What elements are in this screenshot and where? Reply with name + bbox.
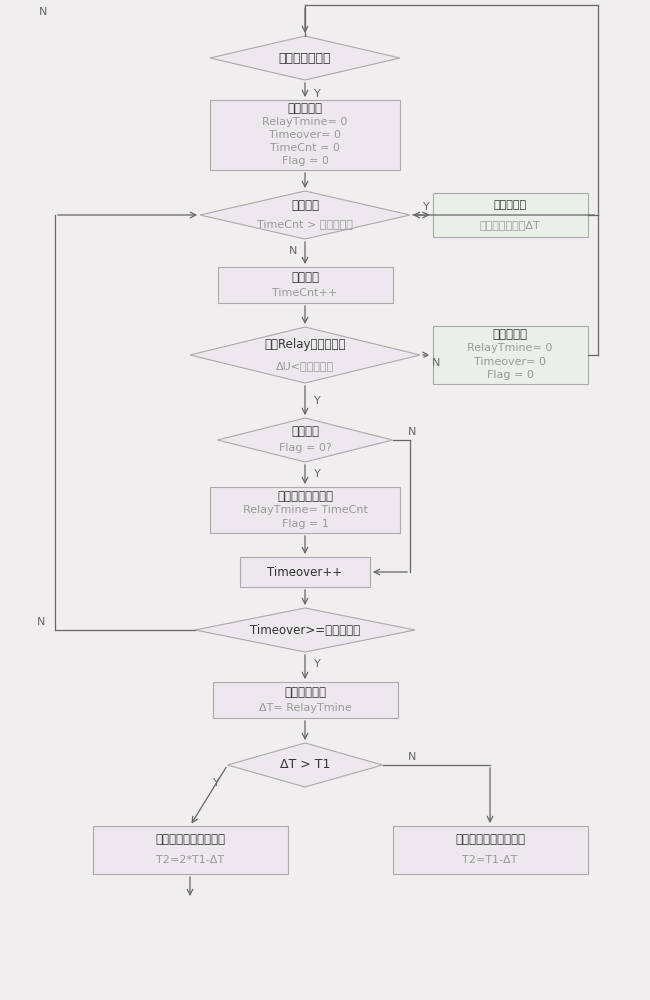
Text: Flag = 0: Flag = 0 <box>281 156 328 166</box>
Text: 初始化变量: 初始化变量 <box>287 102 322 115</box>
Text: Flag = 0: Flag = 0 <box>487 370 534 380</box>
Text: 记录第一次的时间: 记录第一次的时间 <box>277 490 333 503</box>
Text: N: N <box>408 427 417 437</box>
Text: RelayTmine= TimeCnt: RelayTmine= TimeCnt <box>242 505 367 515</box>
Text: Y: Y <box>313 659 320 669</box>
Text: Timeover>=闭合阈値？: Timeover>=闭合阈値？ <box>250 624 360 637</box>
Text: ΔT > T1: ΔT > T1 <box>280 758 330 772</box>
Text: 不更新闭合时间ΔT: 不更新闭合时间ΔT <box>480 220 540 230</box>
Text: TimeCnt++: TimeCnt++ <box>272 288 337 298</box>
Text: Flag = 0?: Flag = 0? <box>279 443 332 453</box>
Polygon shape <box>218 418 393 462</box>
Text: 检测超时，: 检测超时， <box>493 200 526 210</box>
FancyBboxPatch shape <box>432 326 588 384</box>
Text: 发出闭合信号？: 发出闭合信号？ <box>279 51 332 64</box>
Text: Y: Y <box>313 89 320 99</box>
FancyBboxPatch shape <box>432 193 588 237</box>
FancyBboxPatch shape <box>210 487 400 533</box>
FancyBboxPatch shape <box>210 100 400 170</box>
Polygon shape <box>190 327 420 383</box>
FancyBboxPatch shape <box>92 826 287 874</box>
Text: Y: Y <box>213 778 220 788</box>
Text: T2=2*T1-ΔT: T2=2*T1-ΔT <box>156 855 224 865</box>
Text: 计算发闭合指令的时间: 计算发闭合指令的时间 <box>455 833 525 846</box>
Text: 更新闭合时间: 更新闭合时间 <box>284 686 326 699</box>
Text: Timeover++: Timeover++ <box>267 566 343 578</box>
Text: TimeCnt = 0: TimeCnt = 0 <box>270 143 340 153</box>
Text: Flag = 1: Flag = 1 <box>281 519 328 529</box>
Text: ΔU<压差阈値？: ΔU<压差阈値？ <box>276 361 334 371</box>
Text: Timeover= 0: Timeover= 0 <box>269 130 341 140</box>
Text: RelayTmine= 0: RelayTmine= 0 <box>263 117 348 127</box>
Text: RelayTmine= 0: RelayTmine= 0 <box>467 343 552 353</box>
Text: 第一次？: 第一次？ <box>291 425 319 438</box>
Text: 检测超时: 检测超时 <box>291 199 319 212</box>
FancyBboxPatch shape <box>213 682 398 718</box>
FancyBboxPatch shape <box>393 826 588 874</box>
Polygon shape <box>195 608 415 652</box>
FancyBboxPatch shape <box>240 557 370 587</box>
Text: 初始化变量: 初始化变量 <box>493 328 528 341</box>
Text: N: N <box>408 752 417 762</box>
Text: 计算Relay两端电压差: 计算Relay两端电压差 <box>265 338 346 351</box>
Text: T2=T1-ΔT: T2=T1-ΔT <box>462 855 517 865</box>
Text: ΔT= RelayTmine: ΔT= RelayTmine <box>259 703 352 713</box>
Text: Timeover= 0: Timeover= 0 <box>474 357 546 367</box>
Text: Y: Y <box>313 396 320 406</box>
Text: Y: Y <box>422 202 430 212</box>
Text: 检测计时: 检测计时 <box>291 271 319 284</box>
Text: Y: Y <box>313 469 320 479</box>
FancyBboxPatch shape <box>218 267 393 303</box>
Polygon shape <box>227 743 382 787</box>
Text: N: N <box>289 246 297 256</box>
Text: N: N <box>36 617 45 627</box>
Text: N: N <box>432 358 440 368</box>
Polygon shape <box>200 191 410 239</box>
Polygon shape <box>210 36 400 80</box>
Text: TimeCnt > 超时阈値？: TimeCnt > 超时阈値？ <box>257 219 353 229</box>
Text: N: N <box>38 7 47 17</box>
Text: 计算发闭合信号的时间: 计算发闭合信号的时间 <box>155 833 225 846</box>
